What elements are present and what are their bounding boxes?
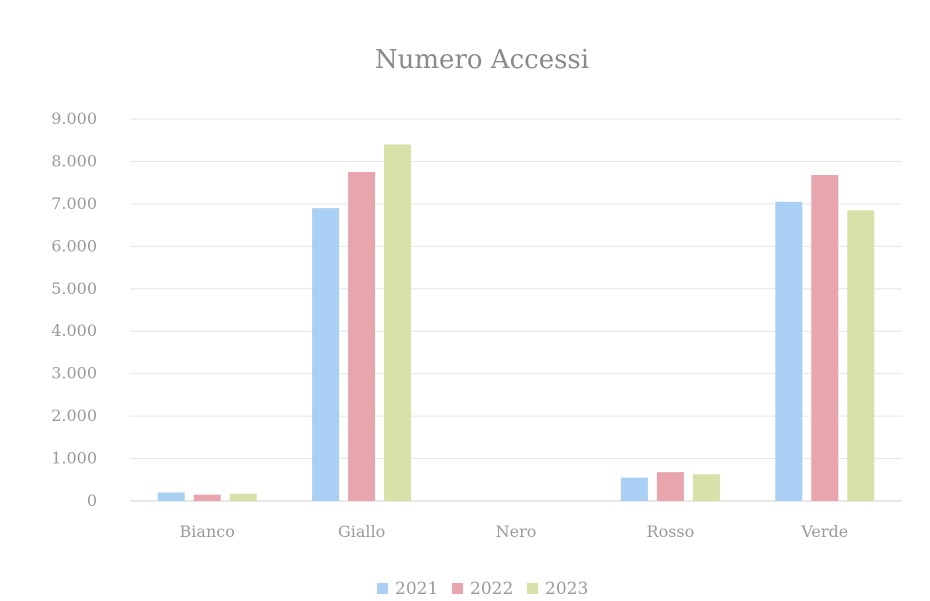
bar-rosso-2023 [692,474,720,501]
y-tick-label: 8.000 [51,151,97,170]
y-tick-label: 0 [87,491,97,510]
legend-swatch [452,583,463,594]
x-tick-label: Rosso [647,522,695,541]
y-tick-label: 6.000 [51,236,97,255]
legend-item-2021: 2021 [377,579,438,599]
x-tick-label: Giallo [338,522,385,541]
bar-bianco-2022 [193,494,221,501]
bar-bianco-2021 [157,492,185,501]
y-tick-label: 4.000 [51,321,97,340]
bar-rosso-2021 [620,477,648,501]
bar-giallo-2021 [312,208,340,501]
x-axis: Bianco Giallo Nero Rosso Verde [180,522,849,541]
y-tick-label: 3.000 [51,364,97,383]
y-axis: 0 1.000 2.000 3.000 4.000 5.000 6.000 7.000 8.00… [51,109,97,510]
legend-swatch [527,583,538,594]
x-tick-label: Verde [800,522,848,541]
y-tick-label: 5.000 [51,279,97,298]
bar-bianco-2023 [229,493,257,501]
bar-giallo-2022 [348,172,376,502]
grid-layer [130,118,902,502]
y-tick-label: 1.000 [51,449,97,468]
legend-label: 2022 [470,579,513,599]
bar-giallo-2023 [384,144,412,501]
chart-title: Numero Accessi [375,45,589,75]
legend-label: 2021 [395,579,438,599]
legend-label: 2023 [545,579,588,599]
bar-verde-2022 [811,175,839,501]
legend-item-2022: 2022 [452,579,513,599]
bar-verde-2021 [775,201,803,501]
bar-verde-2023 [847,210,875,501]
y-tick-label: 7.000 [51,194,97,213]
bar-rosso-2022 [656,472,684,501]
x-tick-label: Nero [496,522,537,541]
bars [157,144,875,502]
legend: 2021 2022 2023 [377,579,588,599]
x-tick-label: Bianco [180,522,235,541]
legend-swatch [377,583,388,594]
y-tick-label: 9.000 [51,109,97,128]
y-tick-label: 2.000 [51,406,97,425]
legend-item-2023: 2023 [527,579,588,599]
